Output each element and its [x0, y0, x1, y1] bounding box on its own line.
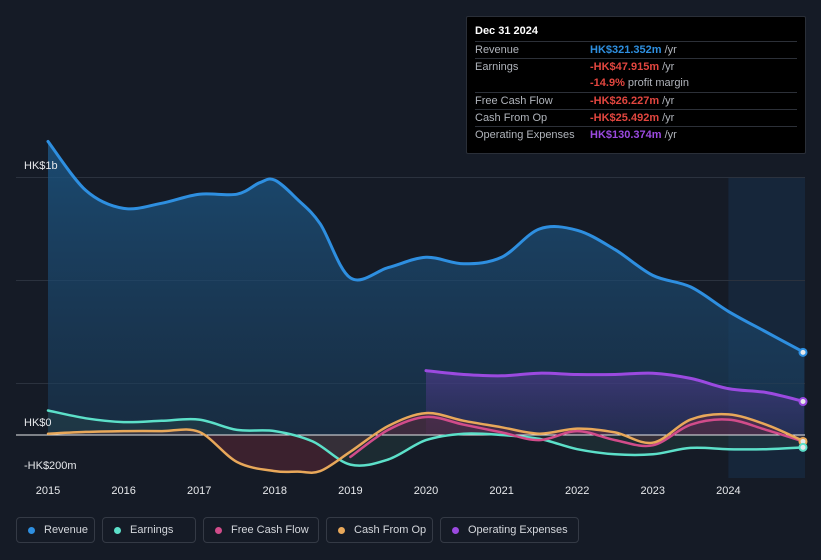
- tooltip-value: -HK$47.915m/yr: [590, 61, 675, 73]
- legend-dot-icon: [452, 527, 459, 534]
- x-tick-label: 2018: [262, 485, 288, 497]
- x-tick-label: 2020: [413, 485, 439, 497]
- x-tick-label: 2022: [564, 485, 590, 497]
- x-tick-label: 2021: [489, 485, 514, 497]
- legend-dot-icon: [28, 527, 35, 534]
- cash-from-op-area: [48, 413, 804, 473]
- opex-line: [424, 369, 806, 403]
- tooltip-row-opex: Operating Expenses HK$130.374m/yr: [475, 126, 797, 144]
- tooltip-value: -HK$25.492m/yr: [590, 112, 675, 124]
- cash-from-op-line: [46, 411, 806, 474]
- x-tick-label: 2019: [338, 485, 363, 497]
- revenue-end-marker: [798, 347, 808, 357]
- earnings-area: [48, 410, 804, 466]
- legend-item-free-cash-flow[interactable]: Free Cash Flow: [203, 517, 319, 543]
- legend-label: Free Cash Flow: [231, 524, 309, 536]
- tooltip-value: HK$130.374m/yr: [590, 129, 677, 141]
- x-tick-label: 2016: [111, 485, 136, 497]
- legend-dot-icon: [114, 527, 121, 534]
- tooltip-date: Dec 31 2024: [475, 25, 538, 37]
- tooltip-value: -14.9% profit margin: [590, 77, 689, 89]
- tooltip-row-margin: -14.9% profit margin: [475, 75, 797, 92]
- revenue-area: [48, 141, 804, 435]
- revenue-line: [46, 139, 806, 354]
- earnings-end-marker: [798, 442, 808, 452]
- legend-item-operating-expenses[interactable]: Operating Expenses: [440, 517, 579, 543]
- tooltip-label: Free Cash Flow: [475, 95, 553, 107]
- operating-expenses-end-marker: [798, 397, 808, 407]
- tooltip-row-revenue: Revenue HK$321.352m/yr: [475, 41, 797, 59]
- tooltip-row-fcf: Free Cash Flow -HK$26.227m/yr: [475, 92, 797, 110]
- tooltip-row-cfo: Cash From Op -HK$25.492m/yr: [475, 109, 797, 127]
- y-label-top: HK$1b: [24, 160, 58, 172]
- legend-label: Earnings: [130, 524, 174, 536]
- legend-label: Revenue: [44, 524, 89, 536]
- legend-label: Cash From Op: [354, 524, 427, 536]
- tooltip-label: Operating Expenses: [475, 129, 575, 141]
- x-tick-label: 2023: [640, 485, 666, 497]
- tooltip-value: HK$321.352m/yr: [590, 44, 677, 56]
- x-tick-label: 2024: [716, 485, 741, 497]
- legend-item-cash-from-op[interactable]: Cash From Op: [326, 517, 433, 543]
- legend-dot-icon: [338, 527, 345, 534]
- y-label-bottom: -HK$200m: [24, 460, 77, 472]
- legend-label: Operating Expenses: [468, 524, 568, 536]
- legend-dot-icon: [215, 527, 222, 534]
- legend-item-revenue[interactable]: Revenue: [16, 517, 95, 543]
- tooltip-label: Earnings: [475, 61, 519, 73]
- legend-item-earnings[interactable]: Earnings: [102, 517, 196, 543]
- tooltip-value: -HK$26.227m/yr: [590, 95, 675, 107]
- tooltip-label: Cash From Op: [475, 112, 548, 124]
- tooltip-label: Revenue: [475, 44, 520, 56]
- x-tick-label: 2017: [186, 485, 212, 497]
- x-tick-label: 2015: [35, 485, 61, 497]
- tooltip-row-earnings: Earnings -HK$47.915m/yr: [475, 58, 797, 76]
- free-cash-flow-line: [349, 415, 806, 459]
- data-tooltip: Dec 31 2024 Revenue HK$321.352m/yr Earni…: [466, 16, 806, 154]
- earnings-line: [46, 409, 806, 467]
- opex-area: [426, 370, 804, 435]
- y-label-zero: HK$0: [24, 417, 52, 429]
